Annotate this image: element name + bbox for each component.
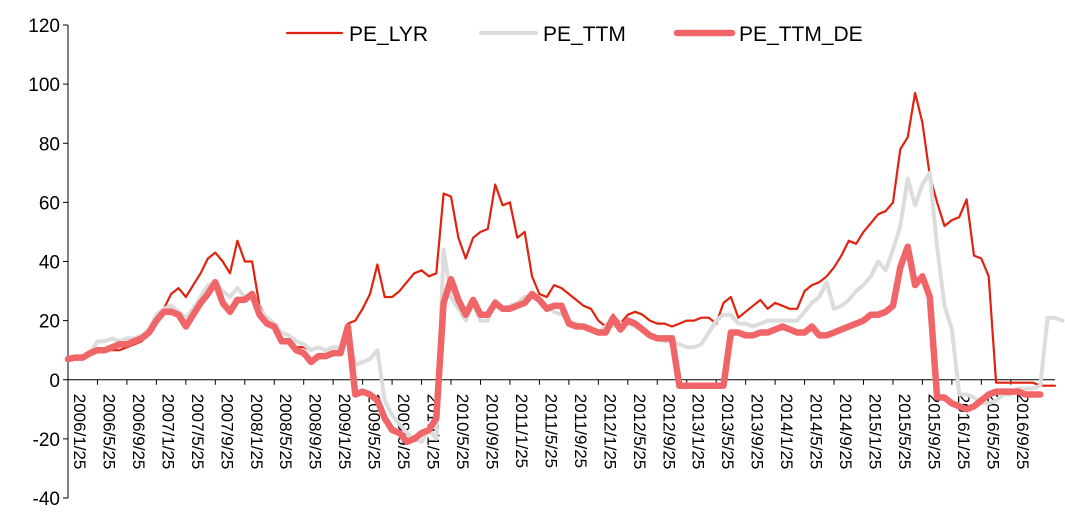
x-tick-label: 2013/9/25 [748,394,767,470]
y-tick-label: 0 [49,371,60,392]
x-tick-label: 2012/1/25 [600,394,619,470]
y-tick-label: 20 [39,312,60,333]
x-tick-label: 2006/1/25 [70,394,89,470]
x-tick-label: 2015/9/25 [924,394,943,470]
x-tick-label: 2006/5/25 [99,394,118,470]
y-tick-label: 100 [28,75,60,96]
y-tick-label: 40 [39,253,60,274]
x-tick-label: 2015/5/25 [895,394,914,470]
x-tick-label: 2015/1/25 [865,394,884,470]
y-axis-ticks: -40 -20 0 20 40 60 80 100 120 [28,16,68,510]
x-tick-label: 2016/1/25 [954,394,973,470]
y-tick-label: -20 [33,430,60,451]
x-tick-label: 2011/5/25 [541,394,560,468]
legend-label: PE_TTM_DE [739,23,863,46]
x-tick-label: 2013/1/25 [689,394,708,470]
x-axis-ticks: 2006/1/25 2006/5/25 2006/9/25 2007/1/25 2007… [67,379,1032,470]
y-tick-label: 60 [39,193,60,214]
x-tick-label: 2008/5/25 [276,394,295,470]
series-line-pe-lyr [66,91,1057,387]
x-tick-label: 2011/1/25 [512,394,531,468]
x-tick-label: 2014/9/25 [836,394,855,470]
series-line-pe-ttm-de [64,243,1044,446]
x-tick-label: 2012/5/25 [630,394,649,470]
x-tick-label: 2007/1/25 [158,394,177,470]
legend-label: PE_TTM [543,23,626,46]
x-tick-label: 2014/1/25 [777,394,796,470]
x-tick-label: 2014/5/25 [807,394,826,470]
y-tick-label: 80 [39,134,60,155]
x-tick-label: 2016/5/25 [983,394,1002,470]
x-tick-label: 2013/5/25 [718,394,737,470]
y-tick-label: -40 [33,489,60,510]
legend: PE_LYR PE_TTM PE_TTM_DE [285,23,863,46]
x-tick-label: 2011/9/25 [571,394,590,468]
series-group [64,91,1065,446]
x-tick-label: 2010/9/25 [482,394,501,470]
y-tick-label: 120 [28,16,60,37]
x-tick-label: 2012/9/25 [659,394,678,470]
x-tick-label: 2007/5/25 [188,394,207,470]
legend-label: PE_LYR [349,23,428,46]
x-tick-label: 2008/9/25 [306,394,325,470]
x-tick-label: 2006/9/25 [129,394,148,470]
x-tick-label: 2010/5/25 [453,394,472,470]
x-tick-label: 2009/5/25 [365,394,384,470]
x-tick-label: 2008/1/25 [247,394,266,470]
x-tick-label: 2016/9/25 [1013,394,1032,470]
x-tick-label: 2009/1/25 [335,394,354,470]
x-tick-label: 2007/9/25 [217,394,236,470]
